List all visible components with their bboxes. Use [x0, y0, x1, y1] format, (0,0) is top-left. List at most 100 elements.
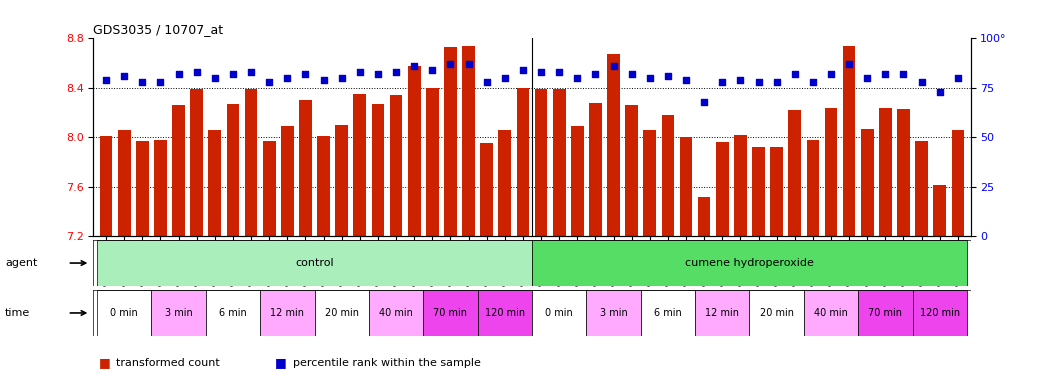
Text: GDS3035 / 10707_at: GDS3035 / 10707_at [93, 23, 223, 36]
Point [768, 79, 785, 85]
Bar [661, 115, 675, 384]
Point [279, 75, 296, 81]
Point [479, 79, 495, 85]
Bar [586, 290, 640, 336]
Bar [789, 110, 801, 384]
Point [624, 71, 640, 77]
Point [496, 75, 513, 81]
Text: 70 min: 70 min [434, 308, 467, 318]
Point [931, 89, 948, 95]
Point [224, 71, 241, 77]
Point [460, 61, 476, 67]
Text: transformed count: transformed count [116, 358, 220, 368]
Text: 0 min: 0 min [545, 308, 573, 318]
Text: agent: agent [5, 258, 37, 268]
Bar [190, 89, 203, 384]
Bar [152, 290, 206, 336]
Point [406, 63, 422, 69]
Point [424, 67, 440, 73]
Text: 12 min: 12 min [270, 308, 304, 318]
Bar [263, 141, 275, 384]
Bar [444, 47, 457, 384]
Bar [644, 130, 656, 384]
Text: percentile rank within the sample: percentile rank within the sample [293, 358, 481, 368]
Point [913, 79, 930, 85]
Point [388, 69, 405, 75]
Text: control: control [295, 258, 334, 268]
Point [189, 69, 206, 75]
Text: 120 min: 120 min [920, 308, 960, 318]
Bar [209, 130, 221, 384]
Bar [933, 185, 946, 384]
Bar [535, 89, 547, 384]
Bar [531, 290, 586, 336]
Point [641, 75, 658, 81]
Bar [118, 130, 131, 384]
Bar [912, 290, 967, 336]
Text: 6 min: 6 min [654, 308, 682, 318]
Text: 12 min: 12 min [705, 308, 739, 318]
Point [950, 75, 966, 81]
Bar [408, 66, 420, 384]
Bar [315, 290, 368, 336]
Bar [97, 290, 152, 336]
Bar [843, 46, 855, 384]
Bar [481, 144, 493, 384]
Bar [206, 290, 261, 336]
Point [116, 73, 133, 79]
Bar [426, 88, 439, 384]
Bar [424, 290, 477, 336]
Bar [753, 147, 765, 384]
Bar [640, 290, 695, 336]
Bar [318, 136, 330, 384]
Bar [354, 94, 366, 384]
Bar [716, 142, 729, 384]
Point [243, 69, 260, 75]
Bar [589, 103, 602, 384]
Text: cumene hydroperoxide: cumene hydroperoxide [685, 258, 814, 268]
Text: 20 min: 20 min [760, 308, 794, 318]
Bar [824, 108, 838, 384]
Point [170, 71, 187, 77]
Text: 0 min: 0 min [110, 308, 138, 318]
Text: ■: ■ [275, 356, 286, 369]
Bar [172, 105, 185, 384]
Bar [625, 105, 638, 384]
Bar [531, 240, 967, 286]
Point [98, 77, 114, 83]
Point [532, 69, 549, 75]
Bar [462, 46, 475, 384]
Point [261, 79, 277, 85]
Text: ■: ■ [99, 356, 110, 369]
Bar [299, 100, 311, 384]
Point [134, 79, 151, 85]
Bar [803, 290, 858, 336]
Text: 3 min: 3 min [165, 308, 192, 318]
Bar [372, 104, 384, 384]
Point [732, 77, 748, 83]
Bar [154, 140, 167, 384]
Text: 40 min: 40 min [814, 308, 848, 318]
Point [352, 69, 368, 75]
Point [695, 99, 712, 105]
Text: 70 min: 70 min [869, 308, 902, 318]
Bar [368, 290, 424, 336]
Bar [897, 109, 910, 384]
Point [551, 69, 568, 75]
Point [858, 75, 875, 81]
Bar [281, 126, 294, 384]
Point [588, 71, 604, 77]
Bar [498, 130, 511, 384]
Point [297, 71, 313, 77]
Point [569, 75, 585, 81]
Bar [916, 141, 928, 384]
Point [370, 71, 386, 77]
Bar [245, 89, 257, 384]
Text: time: time [5, 308, 30, 318]
Bar [335, 125, 348, 384]
Point [316, 77, 332, 83]
Bar [553, 89, 566, 384]
Bar [858, 290, 912, 336]
Bar [517, 88, 529, 384]
Point [804, 79, 821, 85]
